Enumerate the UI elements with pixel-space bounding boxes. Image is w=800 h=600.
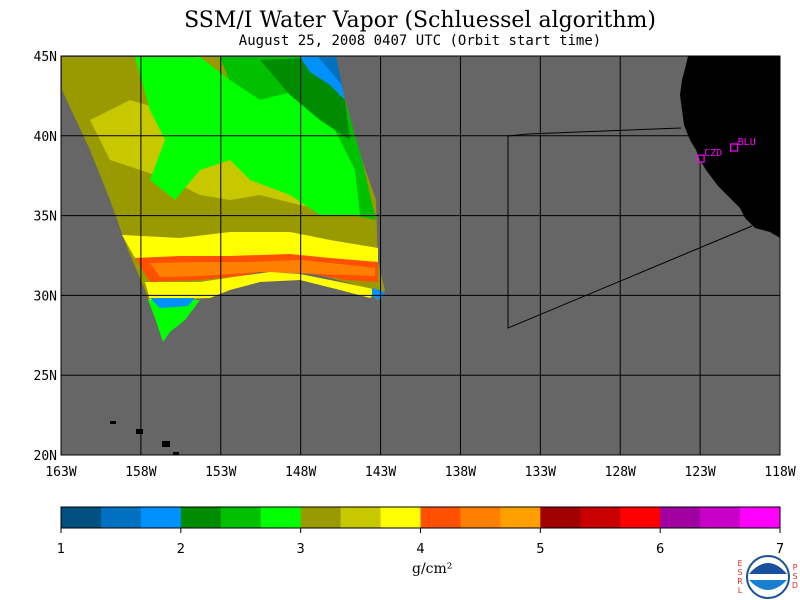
colorbar-tick-label: 2 [177, 542, 185, 557]
lon-label: 123W [684, 465, 715, 480]
colorbar-swatch [61, 507, 102, 528]
lon-label: 128W [605, 465, 636, 480]
colorbar-swatch [140, 507, 182, 528]
logo-letter: R [737, 577, 743, 586]
logo-letter: D [792, 581, 798, 590]
lon-label: 153W [205, 465, 236, 480]
lat-label: 25N [34, 369, 57, 384]
lat-label: 45N [34, 50, 57, 65]
colorbar-swatch [740, 507, 781, 528]
station-marker [730, 143, 739, 152]
colorbar-swatch [500, 507, 541, 528]
swath-yellow-band [122, 232, 378, 262]
lat-label: 35N [34, 210, 57, 225]
map-frame [60, 55, 781, 456]
colorbar-swatch [460, 507, 501, 528]
lon-label: 138W [445, 465, 476, 480]
colorbar-swatch [420, 507, 461, 528]
lat-label: 30N [34, 289, 57, 304]
lon-label: 143W [365, 465, 396, 480]
lon-label: 133W [525, 465, 556, 480]
colorbar-swatch [580, 507, 621, 528]
lon-label: 148W [285, 465, 316, 480]
colorbar-swatch [100, 507, 142, 528]
swath-blue-tail [150, 298, 195, 308]
track-line [507, 127, 753, 329]
logo-letter: S [792, 572, 797, 581]
colorbar-swatch [180, 507, 222, 528]
colorbar-swatch [620, 507, 661, 528]
swath-blue-se [372, 288, 385, 300]
psd-letters: PSD [792, 563, 798, 590]
colorbar-swatch [340, 507, 382, 528]
lon-label: 118W [764, 465, 795, 480]
hawaiian-islands [110, 421, 179, 455]
colorbar-tick-label: 7 [776, 542, 784, 557]
colorbar: 1 2 3 4 5 6 7 [57, 506, 784, 557]
station-marker [696, 154, 705, 163]
chart-title: SSM/I Water Vapor (Schluessel algorithm) [184, 8, 656, 33]
colorbar-swatch [260, 507, 302, 528]
colorbar-tick-label: 6 [656, 542, 664, 557]
colorbar-tick-label: 4 [416, 542, 424, 557]
colorbar-tick-label: 3 [297, 542, 305, 557]
map-graticule [60, 55, 781, 456]
logo-letter: S [737, 568, 742, 577]
colorbar-swatch [220, 507, 262, 528]
logo-letter: L [738, 586, 743, 595]
lon-label: 163W [45, 465, 76, 480]
station-markers: CZD BLU [696, 137, 756, 163]
lat-label: 20N [34, 449, 57, 464]
logo-letter: P [793, 563, 798, 572]
colorbar-swatch [380, 507, 421, 528]
colorbar-swatch [300, 507, 342, 528]
land-north-america [680, 56, 780, 238]
lat-label: 40N [34, 130, 57, 145]
colorbar-tick-label: 1 [57, 542, 65, 557]
swath-green-tail [148, 300, 200, 342]
station-label: CZD [704, 148, 722, 159]
lon-label: 158W [125, 465, 156, 480]
colorbar-swatch [700, 507, 741, 528]
water-vapor-swath [62, 57, 385, 342]
swath-lt-orange [150, 260, 375, 277]
colorbar-swatch [540, 507, 581, 528]
station-label: BLU [738, 137, 756, 148]
colorbar-tick-label: 5 [536, 542, 544, 557]
noaa-seal-text: NOAA [758, 573, 779, 581]
colorbar-unit: g/cm² [412, 561, 452, 577]
swath-blue-ne2 [318, 57, 342, 85]
logo-letter: E [737, 559, 742, 568]
swath-yellow-south [145, 272, 378, 300]
chart-subtitle: August 25, 2008 0407 UTC (Orbit start ti… [238, 33, 602, 49]
colorbar-swatch [660, 507, 701, 528]
